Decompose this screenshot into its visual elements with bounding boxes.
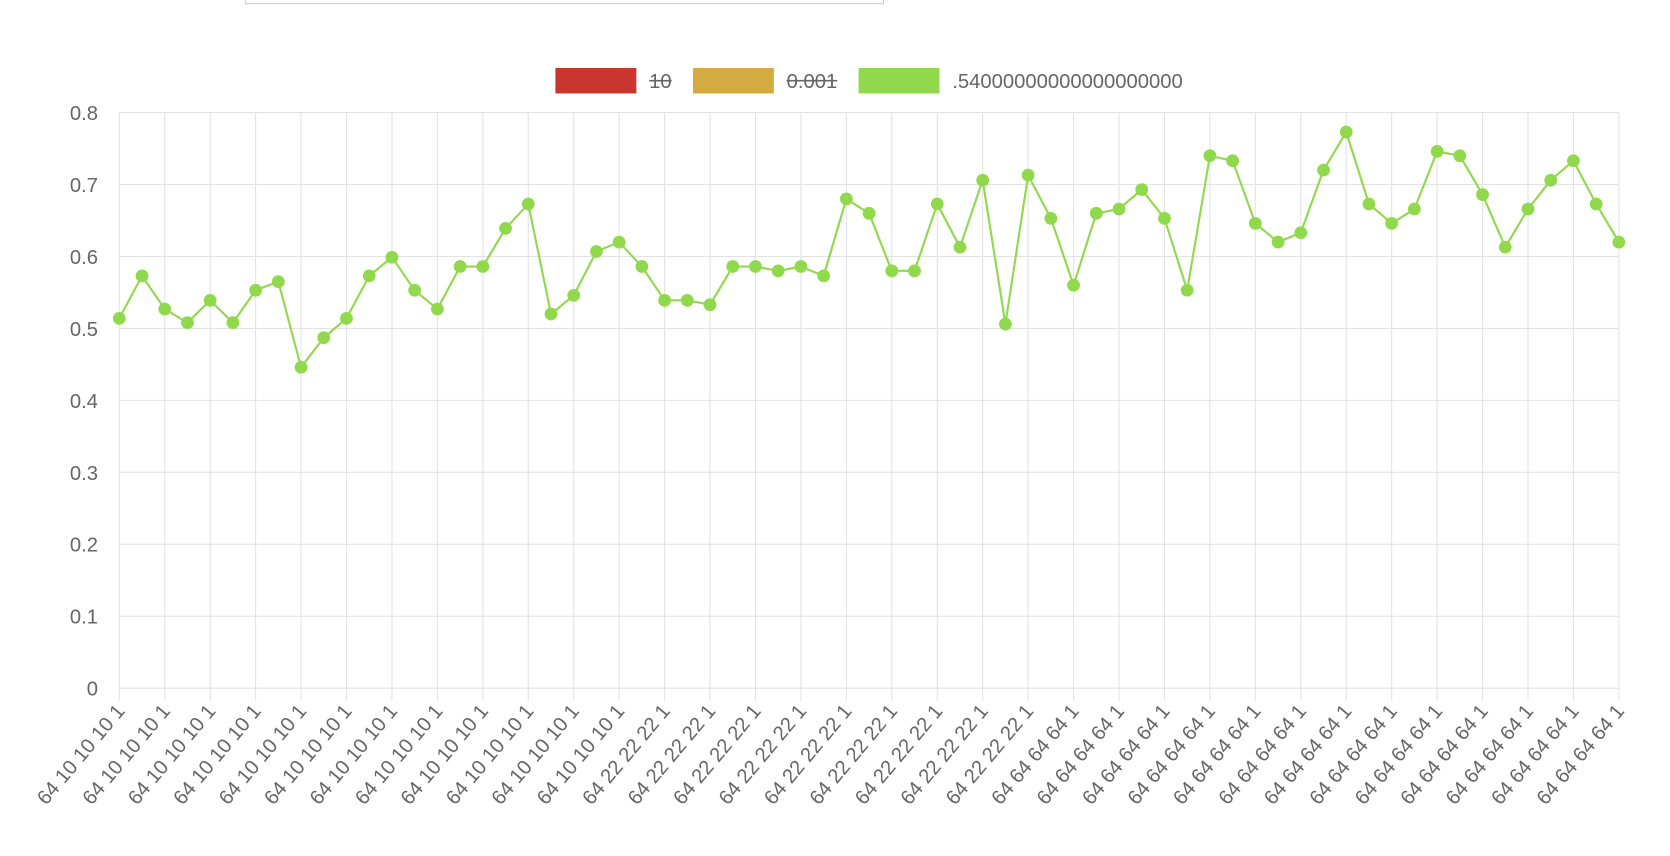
data-point (1567, 154, 1580, 168)
data-point (203, 294, 217, 307)
data-point (680, 294, 694, 307)
series-line (118, 129, 1620, 370)
data-point (1067, 278, 1080, 292)
data-point (226, 316, 240, 330)
data-point (999, 317, 1012, 331)
legend-swatch (555, 67, 637, 94)
data-point (817, 269, 831, 283)
y-tick-label: 0.2 (70, 535, 98, 557)
data-point (1612, 235, 1626, 249)
data-point (749, 260, 762, 273)
data-point (635, 260, 649, 273)
data-point (1544, 173, 1558, 187)
data-point (1158, 211, 1171, 225)
data-point (181, 316, 194, 330)
data-point (703, 298, 717, 312)
legend-label: 0.001 (787, 71, 838, 93)
y-tick-label: 0.4 (70, 391, 98, 413)
data-point (1294, 226, 1308, 240)
data-point (1498, 240, 1512, 254)
data-point (1521, 202, 1535, 216)
data-point (1135, 183, 1149, 196)
data-point (1248, 217, 1262, 230)
data-point (1362, 197, 1376, 211)
data-point (590, 245, 603, 258)
data-point (1385, 217, 1399, 230)
data-point (839, 192, 853, 206)
y-tick-label: 0.8 (70, 103, 98, 125)
y-tick-label: 0.6 (70, 247, 98, 269)
data-point (408, 283, 422, 297)
data-point (135, 269, 149, 283)
y-tick-label: 0.1 (70, 607, 98, 629)
data-point (430, 302, 444, 316)
data-point (1226, 154, 1240, 168)
data-point (794, 260, 808, 273)
y-tick-label: 0 (87, 679, 98, 701)
data-point (976, 173, 990, 187)
data-point (771, 264, 785, 278)
data-point (726, 260, 740, 273)
data-point (476, 260, 490, 273)
data-point (1203, 149, 1217, 163)
data-point (499, 222, 512, 235)
data-point (158, 302, 172, 316)
data-point (1271, 235, 1285, 249)
data-point (953, 240, 967, 254)
data-point (1339, 125, 1353, 139)
y-tick-label: 0.7 (70, 175, 98, 197)
legend-label: .54000000000000000000 (952, 71, 1182, 93)
data-point (1021, 168, 1035, 182)
data-point (1044, 211, 1058, 225)
data-point (1476, 188, 1489, 201)
data-point (385, 250, 399, 264)
data-point (1180, 283, 1194, 297)
y-tick-label: 0.5 (70, 319, 98, 341)
data-point (1317, 163, 1330, 177)
data-point (1407, 202, 1421, 216)
data-point (612, 235, 626, 249)
y-tick-label: 0.3 (70, 463, 98, 485)
data-point (294, 360, 308, 374)
data-point (1112, 202, 1126, 216)
legend: 10 0.001 .54000000000000000000 (555, 67, 1183, 94)
data-point (521, 197, 535, 211)
data-point (453, 260, 467, 273)
data-point (271, 275, 285, 289)
data-point (112, 311, 126, 325)
data-point (362, 269, 376, 283)
data-point (862, 206, 876, 220)
data-point (908, 264, 921, 278)
data-point (658, 294, 671, 307)
data-point (885, 264, 899, 278)
legend-swatch (692, 67, 774, 94)
data-point (930, 197, 944, 211)
data-point (567, 288, 581, 302)
data-point (544, 307, 558, 321)
data-point (1589, 197, 1603, 211)
data-point (249, 283, 263, 297)
data-point (1430, 145, 1444, 158)
data-point (317, 331, 331, 345)
data-point (1453, 149, 1467, 163)
legend-label: 10 (649, 71, 672, 93)
data-point (340, 311, 353, 325)
data-point (1089, 206, 1103, 220)
input-box[interactable] (244, 0, 884, 5)
legend-swatch (858, 67, 940, 94)
